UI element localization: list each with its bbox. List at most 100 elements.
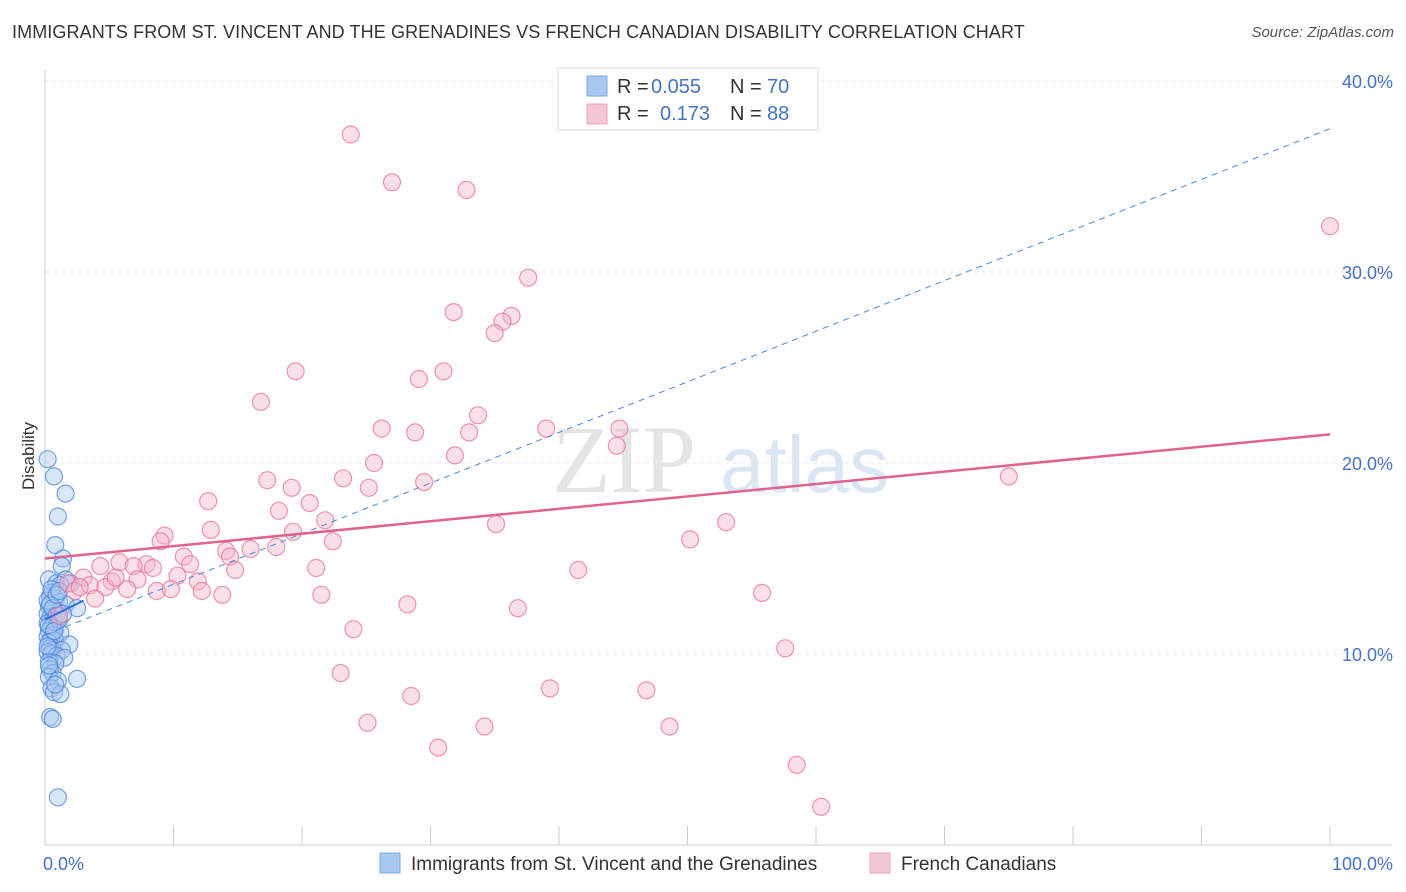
point-french-canadians-40 (267, 537, 286, 557)
trend-line-immigrants-solid (44, 599, 84, 621)
point-french-canadians-6 (502, 306, 521, 325)
x-tick-labels: 0.0% 100.0% (43, 854, 1393, 874)
point-french-canadians-58 (188, 572, 207, 591)
point-french-canadians-67 (312, 585, 331, 604)
point-immigrants-62 (44, 621, 64, 641)
bottom-legend-label-pink: French Canadians (901, 854, 1056, 875)
legend-n-label-1: N = (730, 76, 762, 98)
point-french-canadians-23 (258, 471, 277, 490)
point-french-canadians-75 (402, 686, 421, 706)
point-french-canadians-19 (445, 446, 464, 465)
point-french-canadians-48 (124, 556, 143, 576)
watermark-atlas: atlas (720, 420, 889, 509)
point-french-canadians-84 (70, 577, 89, 597)
point-french-canadians-39 (151, 532, 170, 551)
legend-n-value-2: 88 (767, 103, 789, 125)
point-french-canadians-51 (307, 558, 326, 578)
series-immigrants-points (38, 450, 87, 807)
point-french-canadians-10 (434, 362, 453, 381)
point-french-canadians-62 (118, 579, 137, 599)
point-french-canadians-83 (811, 797, 831, 816)
x-tick-label-1: 100.0% (1332, 854, 1393, 874)
y-tick-label-1: 20.0% (1342, 454, 1393, 474)
legend-swatch-pink (586, 103, 608, 125)
point-french-canadians-3 (1320, 217, 1340, 236)
y-tick-label-3: 40.0% (1342, 72, 1393, 92)
legend-r-label-2: R = (617, 103, 649, 125)
point-french-canadians-63 (147, 581, 166, 601)
point-french-canadians-29 (300, 494, 319, 513)
bottom-legend-swatch-pink (869, 852, 891, 874)
point-immigrants-42 (55, 648, 74, 667)
y-tick-labels: 10.0% 20.0% 30.0% 40.0% (1342, 72, 1393, 665)
point-french-canadians-68 (752, 583, 772, 603)
point-immigrants-68 (46, 675, 65, 694)
point-french-canadians-78 (358, 713, 377, 732)
point-french-canadians-25 (359, 478, 378, 497)
y-axis-label: Disability (19, 421, 38, 490)
chart-title: IMMIGRANTS FROM ST. VINCENT AND THE GREN… (12, 22, 1025, 42)
point-french-canadians-17 (537, 419, 556, 438)
point-french-canadians-24 (282, 478, 301, 497)
legend-n-label-2: N = (730, 103, 762, 125)
point-french-canadians-50 (181, 555, 200, 574)
point-french-canadians-13 (468, 406, 488, 425)
point-french-canadians-74 (331, 663, 350, 683)
trend-line-immigrants-dashed (44, 128, 1331, 636)
point-french-canadians-82 (787, 755, 806, 774)
point-french-canadians-87 (192, 581, 211, 601)
point-french-canadians-72 (344, 620, 363, 639)
y-tick-label-0: 10.0% (1342, 645, 1393, 665)
point-french-canadians-64 (161, 579, 180, 599)
watermark-zip: ZIP (552, 406, 696, 513)
point-immigrants-43 (39, 652, 59, 671)
point-immigrants-0 (38, 450, 57, 469)
point-french-canadians-14 (372, 419, 391, 438)
point-french-canadians-21 (364, 453, 384, 473)
legend-swatch-blue (586, 75, 608, 97)
point-french-canadians-31 (316, 511, 335, 530)
bottom-legend: Immigrants from St. Vincent and the Gren… (379, 852, 1056, 875)
legend-r-value-2: 0.173 (660, 103, 710, 125)
top-legend: R = 0.055 N = 70 R = 0.173 N = 88 (557, 67, 819, 131)
watermark: ZIP atlas (552, 406, 889, 513)
point-immigrants-67 (39, 656, 59, 675)
point-immigrants-49 (67, 669, 87, 688)
series-french-canadians-points (49, 125, 1340, 816)
gridlines (45, 80, 1392, 655)
point-french-canadians-49 (143, 558, 162, 578)
point-french-canadians-1 (382, 173, 402, 192)
point-immigrants-55 (48, 788, 68, 807)
point-french-canadians-2 (457, 180, 476, 199)
point-french-canadians-70 (508, 599, 528, 618)
point-french-canadians-4 (519, 268, 538, 287)
point-french-canadians-16 (460, 423, 479, 442)
point-french-canadians-42 (241, 539, 260, 559)
legend-r-label-1: R = (617, 76, 649, 98)
point-immigrants-3 (48, 507, 68, 526)
point-french-canadians-11 (409, 369, 428, 389)
point-french-canadians-80 (660, 717, 679, 736)
point-french-canadians-15 (406, 423, 425, 442)
point-immigrants-51 (44, 683, 64, 702)
point-french-canadians-66 (213, 585, 232, 604)
point-french-canadians-0 (341, 125, 360, 144)
source-credit: Source: ZipAtlas.com (1251, 24, 1394, 41)
point-french-canadians-44 (174, 547, 193, 566)
point-french-canadians-5 (444, 303, 463, 322)
point-french-canadians-37 (323, 532, 342, 551)
point-immigrants-4 (46, 535, 65, 555)
point-french-canadians-20 (607, 436, 626, 455)
point-french-canadians-8 (485, 324, 504, 343)
point-french-canadians-53 (569, 560, 588, 580)
legend-n-value-1: 70 (767, 76, 789, 98)
point-immigrants-52 (51, 684, 70, 704)
point-french-canadians-52 (226, 560, 245, 580)
point-french-canadians-18 (610, 419, 629, 438)
point-french-canadians-22 (334, 469, 353, 488)
point-immigrants-64 (38, 637, 57, 656)
legend-r-value-1: 0.055 (651, 76, 701, 98)
point-immigrants-2 (56, 484, 75, 503)
point-french-canadians-28 (199, 492, 218, 511)
point-french-canadians-86 (85, 589, 105, 608)
